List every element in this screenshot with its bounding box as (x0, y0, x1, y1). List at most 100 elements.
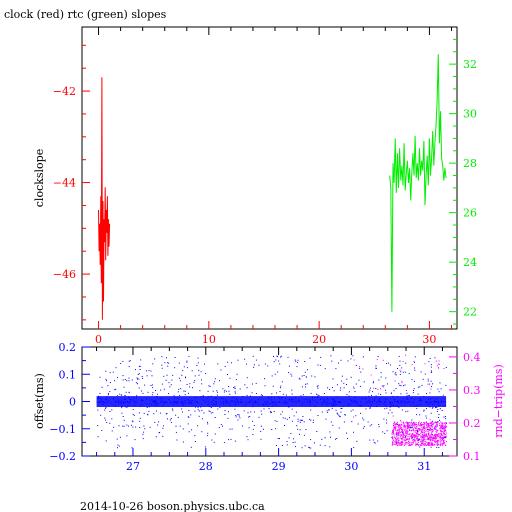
offset-point (252, 428, 254, 430)
rnd-trip-point (444, 433, 445, 435)
rnd-trip-point (429, 437, 431, 439)
offset-point (231, 428, 233, 430)
rnd-trip-point (444, 423, 446, 425)
offset-point (345, 432, 347, 434)
offset-point (160, 401, 162, 403)
rnd-trip-point (405, 442, 407, 444)
offset-point (167, 362, 169, 364)
offset-point (123, 386, 125, 388)
offset-point (254, 411, 255, 413)
offset-point (97, 436, 99, 438)
offset-point (284, 425, 285, 426)
offset-point (198, 374, 200, 376)
offset-point (98, 395, 100, 397)
rnd-trip-point (423, 422, 425, 424)
bottom-right-y-tick-label: 0.3 (463, 384, 481, 397)
rnd-trip-point (392, 440, 394, 442)
offset-point (181, 402, 183, 404)
offset-point (194, 401, 196, 403)
rnd-trip-point (398, 442, 400, 444)
rnd-trip-point (406, 443, 408, 445)
offset-point (347, 405, 349, 406)
offset-point (426, 401, 428, 403)
offset-point (149, 426, 151, 428)
offset-point (151, 404, 153, 406)
offset-point (138, 373, 140, 375)
bottom-right-y-tick-label: 0.1 (463, 450, 481, 463)
offset-point (235, 415, 237, 416)
top-right-y-tick-label: 24 (463, 256, 477, 269)
offset-point (386, 399, 388, 401)
offset-point (372, 391, 373, 393)
offset-point (206, 398, 208, 400)
offset-point (128, 380, 130, 382)
offset-point (391, 412, 393, 414)
rnd-trip-point (353, 386, 354, 388)
offset-point (335, 401, 337, 403)
offset-point (263, 404, 265, 406)
rnd-trip-point (397, 433, 399, 434)
offset-point (328, 409, 330, 411)
offset-point (413, 421, 415, 423)
offset-point (428, 383, 430, 385)
offset-point (129, 360, 131, 362)
offset-point (428, 401, 430, 403)
offset-point (372, 439, 374, 441)
offset-point (305, 386, 306, 388)
offset-point (362, 417, 364, 419)
rnd-trip-point (408, 438, 410, 440)
offset-point (260, 410, 262, 412)
rnd-trip-point (440, 425, 442, 427)
offset-point (399, 374, 401, 375)
offset-point (431, 424, 433, 426)
rnd-trip-point (405, 431, 407, 432)
rnd-trip-point (436, 441, 438, 443)
offset-point (214, 381, 216, 383)
offset-point (201, 379, 202, 381)
offset-point (291, 420, 293, 422)
offset-point (186, 384, 188, 385)
offset-point (337, 396, 338, 398)
rnd-trip-point (422, 428, 424, 430)
rnd-trip-point (436, 365, 438, 367)
offset-point (115, 401, 117, 403)
offset-point (334, 404, 336, 406)
offset-point (105, 399, 107, 401)
offset-point (255, 393, 257, 394)
offset-point (191, 403, 193, 405)
rnd-trip-point (437, 442, 439, 444)
offset-point (419, 386, 421, 388)
offset-point (319, 364, 321, 366)
offset-point (317, 394, 319, 396)
offset-point (431, 407, 433, 409)
offset-point (320, 356, 322, 358)
offset-point (118, 399, 120, 401)
rnd-trip-point (408, 440, 410, 442)
rnd-trip-point (415, 424, 417, 425)
rnd-trip-point (435, 428, 437, 430)
offset-point (224, 389, 226, 391)
offset-point (369, 401, 371, 403)
offset-point (162, 427, 164, 429)
offset-point (418, 439, 420, 441)
rnd-trip-point (394, 436, 396, 438)
offset-point (122, 425, 124, 427)
rnd-trip-point (394, 437, 396, 439)
rnd-trip-point (402, 437, 404, 439)
offset-point (301, 404, 303, 406)
rnd-trip-point (419, 434, 421, 436)
offset-point (160, 412, 162, 414)
offset-point (177, 397, 179, 399)
offset-point (411, 436, 413, 438)
offset-point (194, 435, 196, 437)
rnd-trip-point (419, 439, 421, 441)
rnd-trip-point (443, 441, 444, 443)
offset-point (285, 394, 287, 396)
offset-point (393, 390, 395, 392)
offset-point (327, 399, 329, 401)
offset-point (122, 379, 124, 381)
rnd-trip-point (433, 439, 435, 441)
offset-point (124, 395, 126, 397)
rnd-trip-point (433, 444, 435, 446)
offset-point (338, 415, 340, 417)
